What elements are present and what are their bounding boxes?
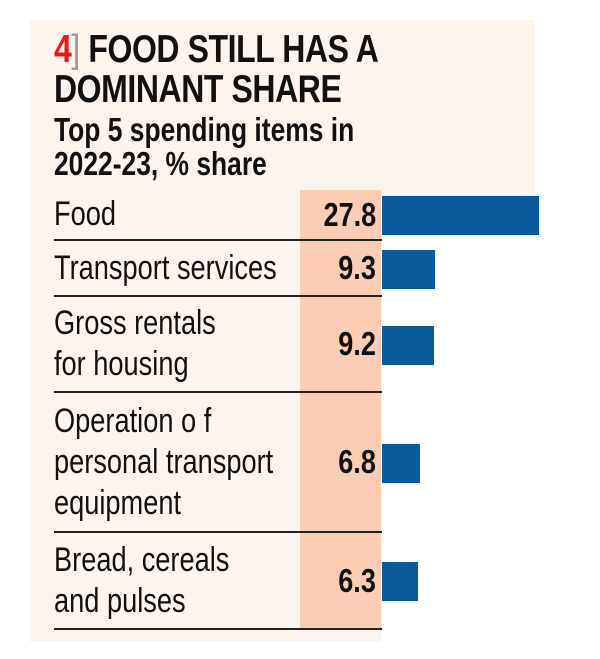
value-label: 9.2: [338, 325, 376, 362]
category-label: Bread, cereals and pulses: [54, 540, 230, 620]
chart-row: Gross rentals for housing 9.2: [54, 297, 382, 393]
category-label: Food: [54, 195, 116, 233]
bar: [382, 196, 539, 235]
bar: [382, 562, 418, 601]
bar: [382, 249, 435, 289]
chart-row: Bread, cereals and pulses 6.3: [54, 533, 382, 630]
bar: [382, 325, 434, 365]
value-label: 6.8: [338, 443, 376, 480]
value-label: 6.3: [338, 561, 376, 599]
chart-title: 4] FOOD STILL HAS A DOMINANT SHARE: [54, 28, 379, 111]
chart-row: Transport services 9.3: [54, 241, 382, 297]
chart-row: Food 27.8: [54, 190, 382, 241]
chart-subtitle: Top 5 spending items in 2022-23, % share: [54, 111, 355, 182]
category-label: Operation o f personal transport equipme…: [54, 401, 274, 522]
value-label: 9.3: [338, 249, 376, 286]
chart-number: 4: [54, 28, 72, 71]
category-label: Transport services: [54, 248, 277, 287]
value-column: [300, 190, 381, 630]
chart-row: Operation o f personal transport equipme…: [54, 393, 382, 533]
bar: [382, 443, 421, 483]
category-label: Gross rentals for housing: [54, 304, 216, 383]
value-label: 27.8: [323, 195, 376, 233]
header-background: [30, 20, 535, 192]
